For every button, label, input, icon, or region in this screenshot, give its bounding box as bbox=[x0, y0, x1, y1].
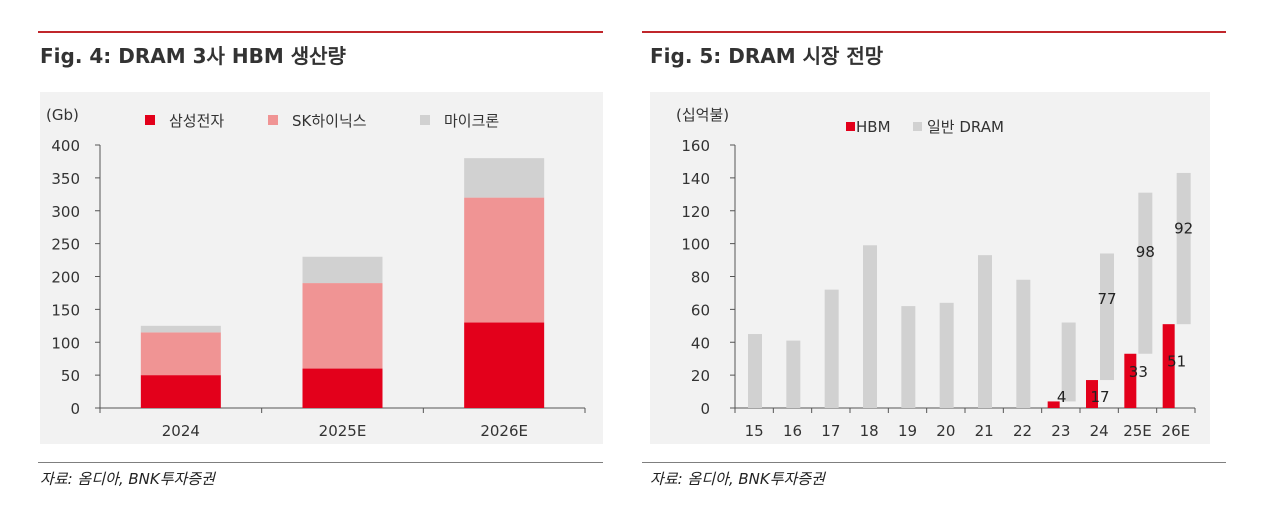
left-legend-label: SK하이닉스 bbox=[292, 112, 367, 130]
left-y-tick-label: 100 bbox=[51, 334, 80, 352]
right-x-tick-label: 20 bbox=[936, 422, 955, 440]
right-general-data-label: 98 bbox=[1136, 243, 1155, 261]
left-y-tick-label: 0 bbox=[70, 400, 80, 418]
right-general-data-label: 92 bbox=[1174, 219, 1193, 237]
right-hbm-data-label: 51 bbox=[1167, 353, 1186, 371]
left-bar-segment bbox=[464, 158, 545, 198]
right-figure: Fig. 5: DRAM 시장 전망 0 20 40 60 80 100 120 140 160… bbox=[640, 0, 1280, 514]
right-general-data-label: 77 bbox=[1097, 290, 1116, 308]
left-figure-title: Fig. 4: DRAM 3사 HBM 생산량 bbox=[40, 44, 346, 68]
right-hbm-data-label: 17 bbox=[1090, 388, 1109, 406]
left-y-unit-label: (Gb) bbox=[46, 106, 79, 124]
left-bar-segment bbox=[302, 256, 383, 284]
right-bar-hbm bbox=[1086, 380, 1098, 408]
right-figure-title: Fig. 5: DRAM 시장 전망 bbox=[650, 44, 884, 68]
right-legend-swatch bbox=[846, 122, 855, 131]
left-y-tick-label: 350 bbox=[51, 170, 80, 188]
right-x-tick-label: 17 bbox=[821, 422, 840, 440]
right-bar-hbm bbox=[1124, 353, 1137, 408]
right-x-tick-label: 21 bbox=[975, 422, 994, 440]
right-x-tick-label: 23 bbox=[1051, 422, 1070, 440]
left-x-tick-label: 2025E bbox=[319, 422, 367, 440]
left-x-tick-label: 2026E bbox=[480, 422, 528, 440]
left-y-tick-label: 200 bbox=[51, 269, 80, 287]
right-hbm-data-label: 33 bbox=[1129, 363, 1148, 381]
right-y-tick-label: 120 bbox=[681, 203, 710, 221]
left-legend-swatch bbox=[268, 115, 278, 125]
right-bar-general bbox=[1100, 253, 1114, 381]
left-y-tick-label: 400 bbox=[51, 137, 80, 155]
left-source-note: 자료: 옴디아, BNK투자증권 bbox=[40, 470, 215, 488]
right-chart: 0 20 40 60 80 100 120 140 160 (십억불) 15 16 17 18 19 20 21… bbox=[676, 106, 1196, 440]
left-legend-swatch bbox=[420, 115, 430, 125]
left-y-tick-label: 50 bbox=[61, 367, 80, 385]
left-bar-segment bbox=[302, 368, 383, 408]
right-bar-general bbox=[1138, 192, 1153, 354]
left-y-tick-label: 300 bbox=[51, 203, 80, 221]
left-legend-swatch bbox=[145, 115, 155, 125]
left-x-tick-label: 2024 bbox=[162, 422, 200, 440]
right-x-tick-label: 25E bbox=[1123, 422, 1152, 440]
right-top-rule bbox=[642, 31, 1226, 33]
right-y-tick-label: 20 bbox=[691, 367, 710, 385]
left-bar-segment bbox=[464, 197, 545, 323]
left-bar-segment bbox=[140, 375, 221, 408]
right-bottom-rule bbox=[642, 462, 1226, 463]
right-y-tick-label: 40 bbox=[691, 334, 710, 352]
right-y-tick-label: 60 bbox=[691, 301, 710, 319]
right-bar-general bbox=[939, 302, 954, 408]
right-bar-general bbox=[748, 334, 762, 408]
left-legend-label: 삼성전자 bbox=[169, 112, 224, 130]
left-figure: Fig. 4: DRAM 3사 HBM 생산량 0 50 100 150 200 250 3… bbox=[0, 0, 620, 514]
right-x-tick-label: 16 bbox=[783, 422, 802, 440]
right-y-tick-label: 140 bbox=[681, 170, 710, 188]
right-y-tick-label: 100 bbox=[681, 236, 710, 254]
right-x-tick-label: 22 bbox=[1013, 422, 1032, 440]
right-bar-general bbox=[824, 289, 839, 408]
right-legend-label: 일반 DRAM bbox=[927, 118, 1004, 136]
right-bar-general bbox=[1016, 279, 1031, 408]
left-bottom-rule bbox=[38, 462, 603, 463]
right-bar-general bbox=[1176, 172, 1191, 325]
right-legend-label: HBM bbox=[856, 118, 891, 136]
right-hbm-data-label: 4 bbox=[1057, 388, 1067, 406]
right-y-tick-label: 160 bbox=[681, 137, 710, 155]
right-plot-background bbox=[650, 92, 1210, 444]
right-source-note: 자료: 옴디아, BNK투자증권 bbox=[650, 470, 825, 488]
right-legend-swatch bbox=[913, 122, 922, 131]
right-bar-general bbox=[863, 245, 877, 408]
left-bar-segment bbox=[140, 332, 221, 376]
left-chart: 0 50 100 150 200 250 300 350 400 (Gb) 2024 2025E 202… bbox=[46, 106, 586, 440]
left-y-tick-label: 250 bbox=[51, 236, 80, 254]
right-bar-hbm bbox=[1047, 401, 1060, 408]
right-x-tick-label: 15 bbox=[745, 422, 764, 440]
right-bar-general bbox=[1061, 322, 1076, 402]
left-bar-segment bbox=[464, 322, 545, 408]
right-x-tick-label: 24 bbox=[1090, 422, 1109, 440]
left-y-tick-label: 150 bbox=[51, 301, 80, 319]
right-bar-general bbox=[786, 340, 801, 408]
right-x-tick-label: 19 bbox=[898, 422, 917, 440]
left-top-rule bbox=[38, 31, 603, 33]
right-y-tick-label: 80 bbox=[691, 269, 710, 287]
right-x-tick-label: 26E bbox=[1162, 422, 1191, 440]
right-y-unit-label: (십억불) bbox=[676, 106, 729, 124]
right-bar-general bbox=[978, 255, 992, 408]
right-bar-hbm bbox=[1162, 324, 1175, 408]
right-x-tick-label: 18 bbox=[860, 422, 879, 440]
right-bar-general bbox=[901, 306, 916, 408]
left-bar-segment bbox=[302, 283, 383, 369]
right-y-tick-label: 0 bbox=[700, 400, 710, 418]
left-legend-label: 마이크론 bbox=[444, 112, 499, 130]
left-bar-segment bbox=[140, 325, 221, 333]
